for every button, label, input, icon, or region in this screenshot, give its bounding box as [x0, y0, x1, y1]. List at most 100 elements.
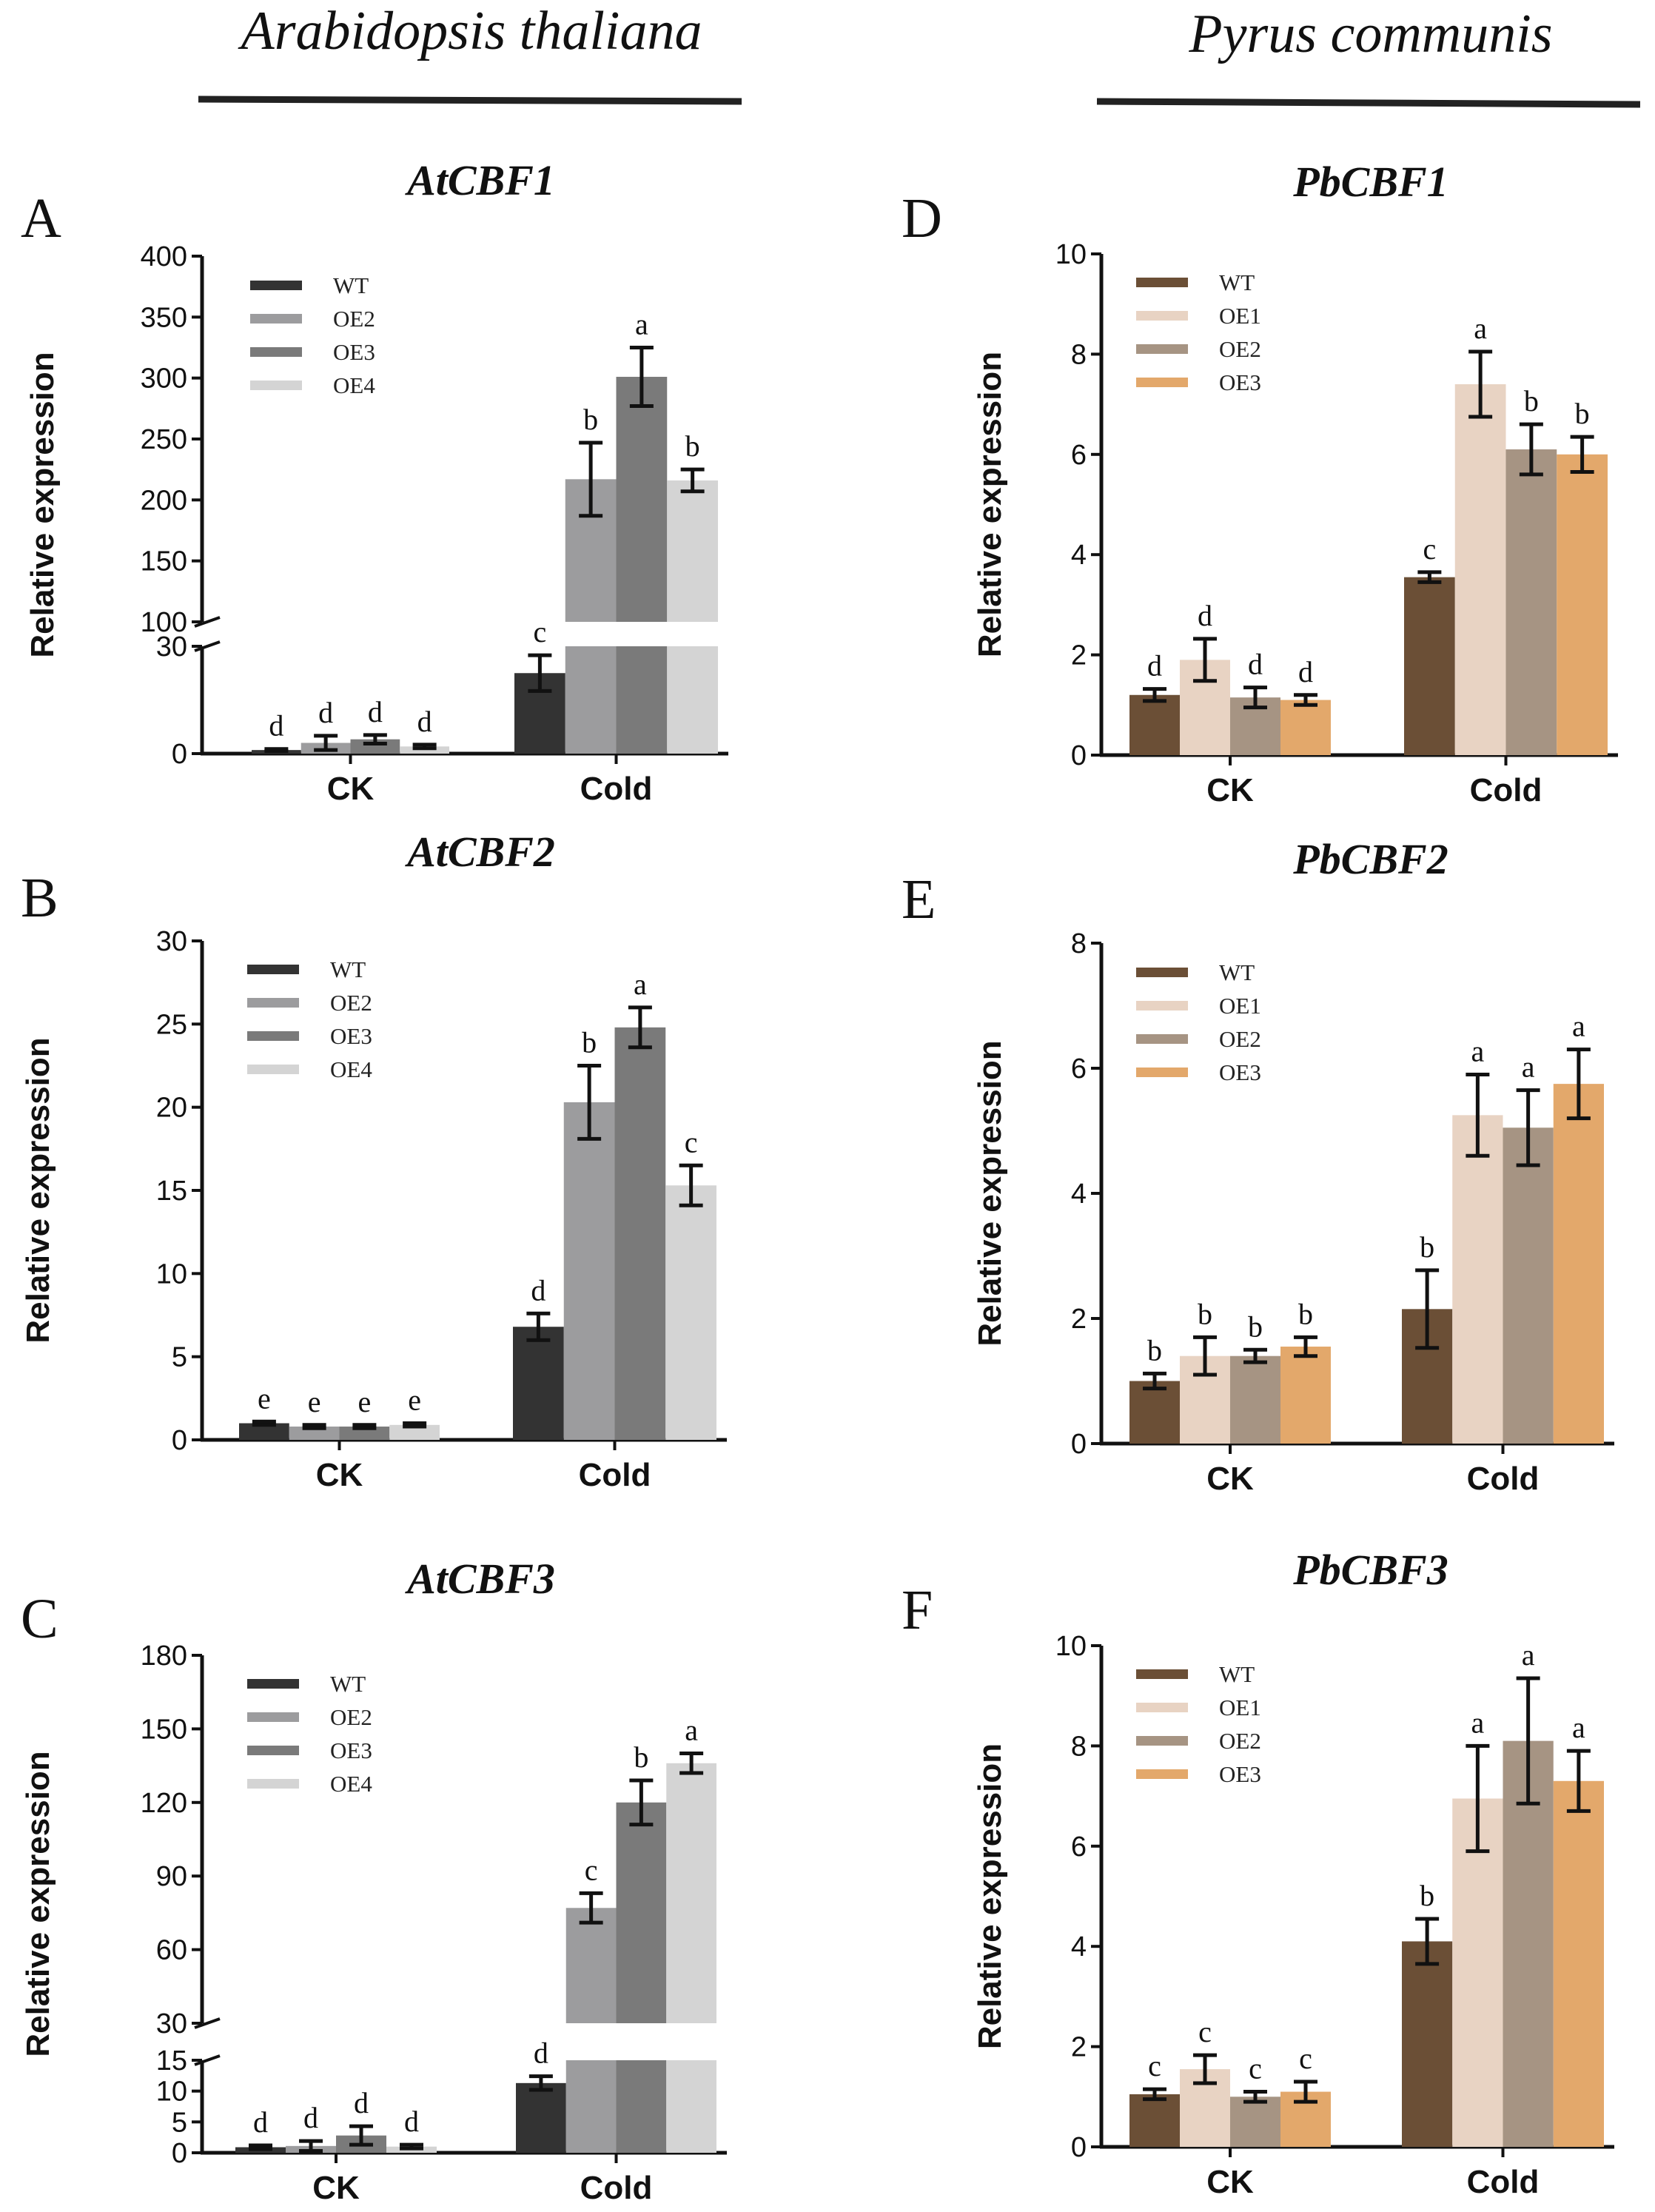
- significance-letter: c: [1299, 2042, 1312, 2075]
- significance-letter: d: [368, 695, 383, 728]
- significance-letter: a: [1471, 1034, 1484, 1068]
- bar-oe2-cold: [565, 1908, 617, 2023]
- significance-letter: b: [582, 1026, 597, 1059]
- bar-oe4-ck: [389, 1424, 440, 1440]
- y-axis-label: Relative expression: [972, 1743, 1008, 2049]
- panel-letter: C: [21, 1588, 58, 1650]
- significance-letter: d: [303, 2101, 318, 2134]
- legend-swatch-wt: [250, 281, 302, 290]
- significance-letter: d: [1147, 649, 1162, 683]
- bar-oe4-cold: [665, 1185, 716, 1440]
- y-tick-label: 15: [156, 2045, 187, 2077]
- bar-oe3-cold: [616, 377, 668, 622]
- legend-label-oe3: OE3: [330, 1737, 372, 1763]
- y-tick-label: 10: [1055, 1631, 1087, 1662]
- x-category-label: CK: [327, 771, 375, 807]
- error-bar: [1519, 422, 1543, 477]
- y-tick-label: 2: [1071, 1304, 1087, 1335]
- x-category-label: Cold: [580, 771, 653, 807]
- legend-swatch-wt: [247, 965, 299, 974]
- y-tick-label: 25: [156, 1009, 187, 1040]
- y-tick-label: 90: [156, 1861, 187, 1892]
- y-tick-label: 30: [156, 2008, 187, 2040]
- axis-break-mark: [194, 2054, 221, 2066]
- legend-label-oe1: OE1: [1219, 993, 1261, 1019]
- legend-label-wt: WT: [330, 956, 366, 982]
- error-bar: [1415, 1268, 1440, 1350]
- y-tick-label: 10: [1055, 239, 1087, 270]
- y-tick-label: 0: [1071, 1429, 1087, 1460]
- y-tick-label: 350: [141, 302, 187, 333]
- legend-label-oe1: OE1: [1219, 1695, 1261, 1720]
- bar-wt-cold: [1404, 577, 1455, 755]
- legend-swatch-oe2: [1136, 1736, 1188, 1746]
- x-category-label: CK: [312, 2170, 360, 2206]
- significance-letter: a: [685, 1714, 698, 1747]
- bar-wt-cold: [516, 2082, 566, 2153]
- significance-letter: a: [1522, 1638, 1535, 1672]
- error-bar: [299, 2139, 323, 2153]
- axis-break-mark: [194, 2017, 221, 2029]
- significance-letter: c: [1249, 2052, 1262, 2085]
- error-bar: [1466, 1072, 1490, 1158]
- significance-letter: e: [357, 1385, 371, 1418]
- error-bar: [1466, 1743, 1490, 1854]
- error-bar: [628, 1005, 652, 1050]
- legend-swatch-oe3: [1136, 378, 1188, 387]
- error-bar: [1294, 2079, 1317, 2104]
- y-tick-label: 6: [1071, 1831, 1087, 1863]
- x-category-label: Cold: [1467, 1461, 1540, 1497]
- legend-label-oe3: OE3: [1219, 1059, 1261, 1085]
- y-tick-label: 8: [1071, 339, 1087, 370]
- legend-swatch-oe3: [247, 1031, 299, 1041]
- error-bar: [1294, 1335, 1317, 1358]
- significance-letter: a: [635, 308, 648, 341]
- error-bar: [1193, 2053, 1217, 2085]
- significance-letter: d: [1248, 648, 1263, 681]
- legend-swatch-wt: [1136, 968, 1188, 977]
- x-category-label: CK: [316, 1457, 363, 1493]
- error-bar: [1468, 349, 1493, 419]
- legend-label-wt: WT: [1219, 269, 1255, 295]
- legend-swatch-oe2: [1136, 344, 1188, 354]
- x-category-label: Cold: [1470, 772, 1542, 808]
- error-bar: [1516, 1088, 1540, 1167]
- y-axis-label: Relative expression: [24, 352, 61, 657]
- significance-letter: d: [318, 696, 333, 729]
- bar-wt-ck: [1129, 2094, 1180, 2147]
- significance-letter: b: [1575, 397, 1590, 430]
- bar-oe2-ck: [1230, 2097, 1280, 2147]
- significance-letter: d: [1298, 655, 1313, 688]
- error-bar: [352, 1423, 377, 1430]
- error-bar: [680, 467, 705, 494]
- species-underline-arabidopsis: [198, 95, 742, 105]
- legend-label-oe3: OE3: [1219, 369, 1261, 395]
- significance-letter: b: [1198, 1297, 1212, 1330]
- error-bar: [526, 1311, 551, 1342]
- y-tick-label: 4: [1071, 1931, 1087, 1963]
- y-tick-label: 150: [141, 1714, 187, 1745]
- chart-title: AtCBF1: [405, 156, 555, 204]
- x-category-label: CK: [1206, 772, 1254, 808]
- bar-oe3-cold: [1553, 1084, 1604, 1444]
- y-tick-label: 5: [172, 1342, 187, 1373]
- y-tick-label: 120: [141, 1788, 187, 1819]
- species-header-pyrus: Pyrus communis: [1188, 4, 1552, 64]
- legend-swatch-oe4: [247, 1065, 299, 1074]
- error-bar: [1143, 1371, 1166, 1391]
- significance-letter: a: [634, 968, 647, 1001]
- legend-label-wt: WT: [1219, 959, 1255, 985]
- chart-title: AtCBF2: [405, 828, 555, 876]
- significance-letter: d: [354, 2086, 369, 2119]
- error-bar: [1143, 2087, 1166, 2102]
- bar-oe2-cold: [1505, 449, 1557, 755]
- significance-letter: d: [404, 2105, 419, 2138]
- y-tick-label: 10: [156, 2077, 187, 2108]
- bar-oe3-cold: [1553, 1780, 1604, 2147]
- significance-letter: c: [1198, 2015, 1212, 2048]
- significance-letter: d: [1198, 599, 1212, 632]
- panel-letter: E: [902, 868, 936, 931]
- legend-label-wt: WT: [333, 272, 369, 298]
